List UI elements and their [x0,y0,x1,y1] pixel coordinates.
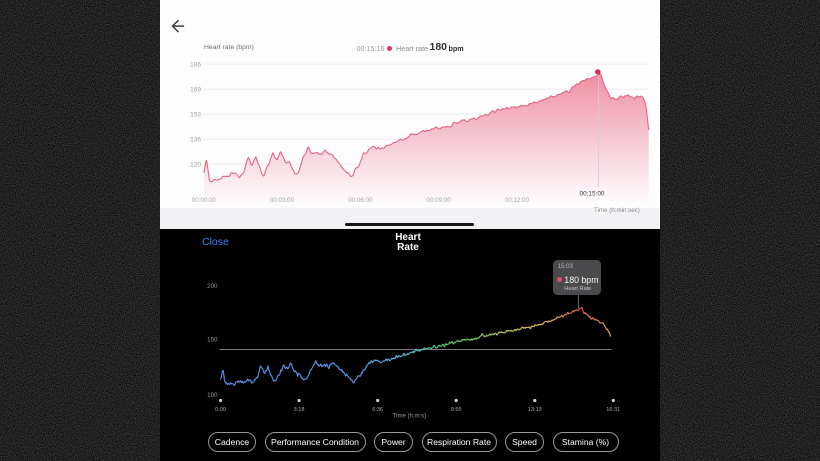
svg-text:120: 120 [190,161,201,168]
svg-text:100: 100 [207,392,218,399]
svg-text:0:00: 0:00 [215,407,226,413]
svg-text:150: 150 [207,337,218,344]
svg-text:00:12:00: 00:12:00 [505,197,530,204]
svg-text:16:31: 16:31 [606,407,620,413]
svg-text:200: 200 [207,283,218,290]
svg-text:6:36: 6:36 [372,407,383,413]
svg-text:00:03:00: 00:03:00 [270,197,295,204]
svg-text:169: 169 [190,86,201,93]
svg-text:136: 136 [190,136,201,143]
svg-text:00:00:00: 00:00:00 [192,197,217,204]
svg-text:00:06:00: 00:06:00 [348,197,373,204]
svg-text:3:18: 3:18 [294,407,305,413]
svg-text:153: 153 [190,111,201,118]
svg-text:00:15:00: 00:15:00 [580,191,605,198]
svg-text:9:55: 9:55 [451,407,462,413]
svg-text:186: 186 [190,61,201,68]
svg-text:00:09:00: 00:09:00 [427,197,452,204]
svg-text:13:13: 13:13 [528,407,542,413]
svg-text:Time (h:m:s): Time (h:m:s) [393,414,426,420]
